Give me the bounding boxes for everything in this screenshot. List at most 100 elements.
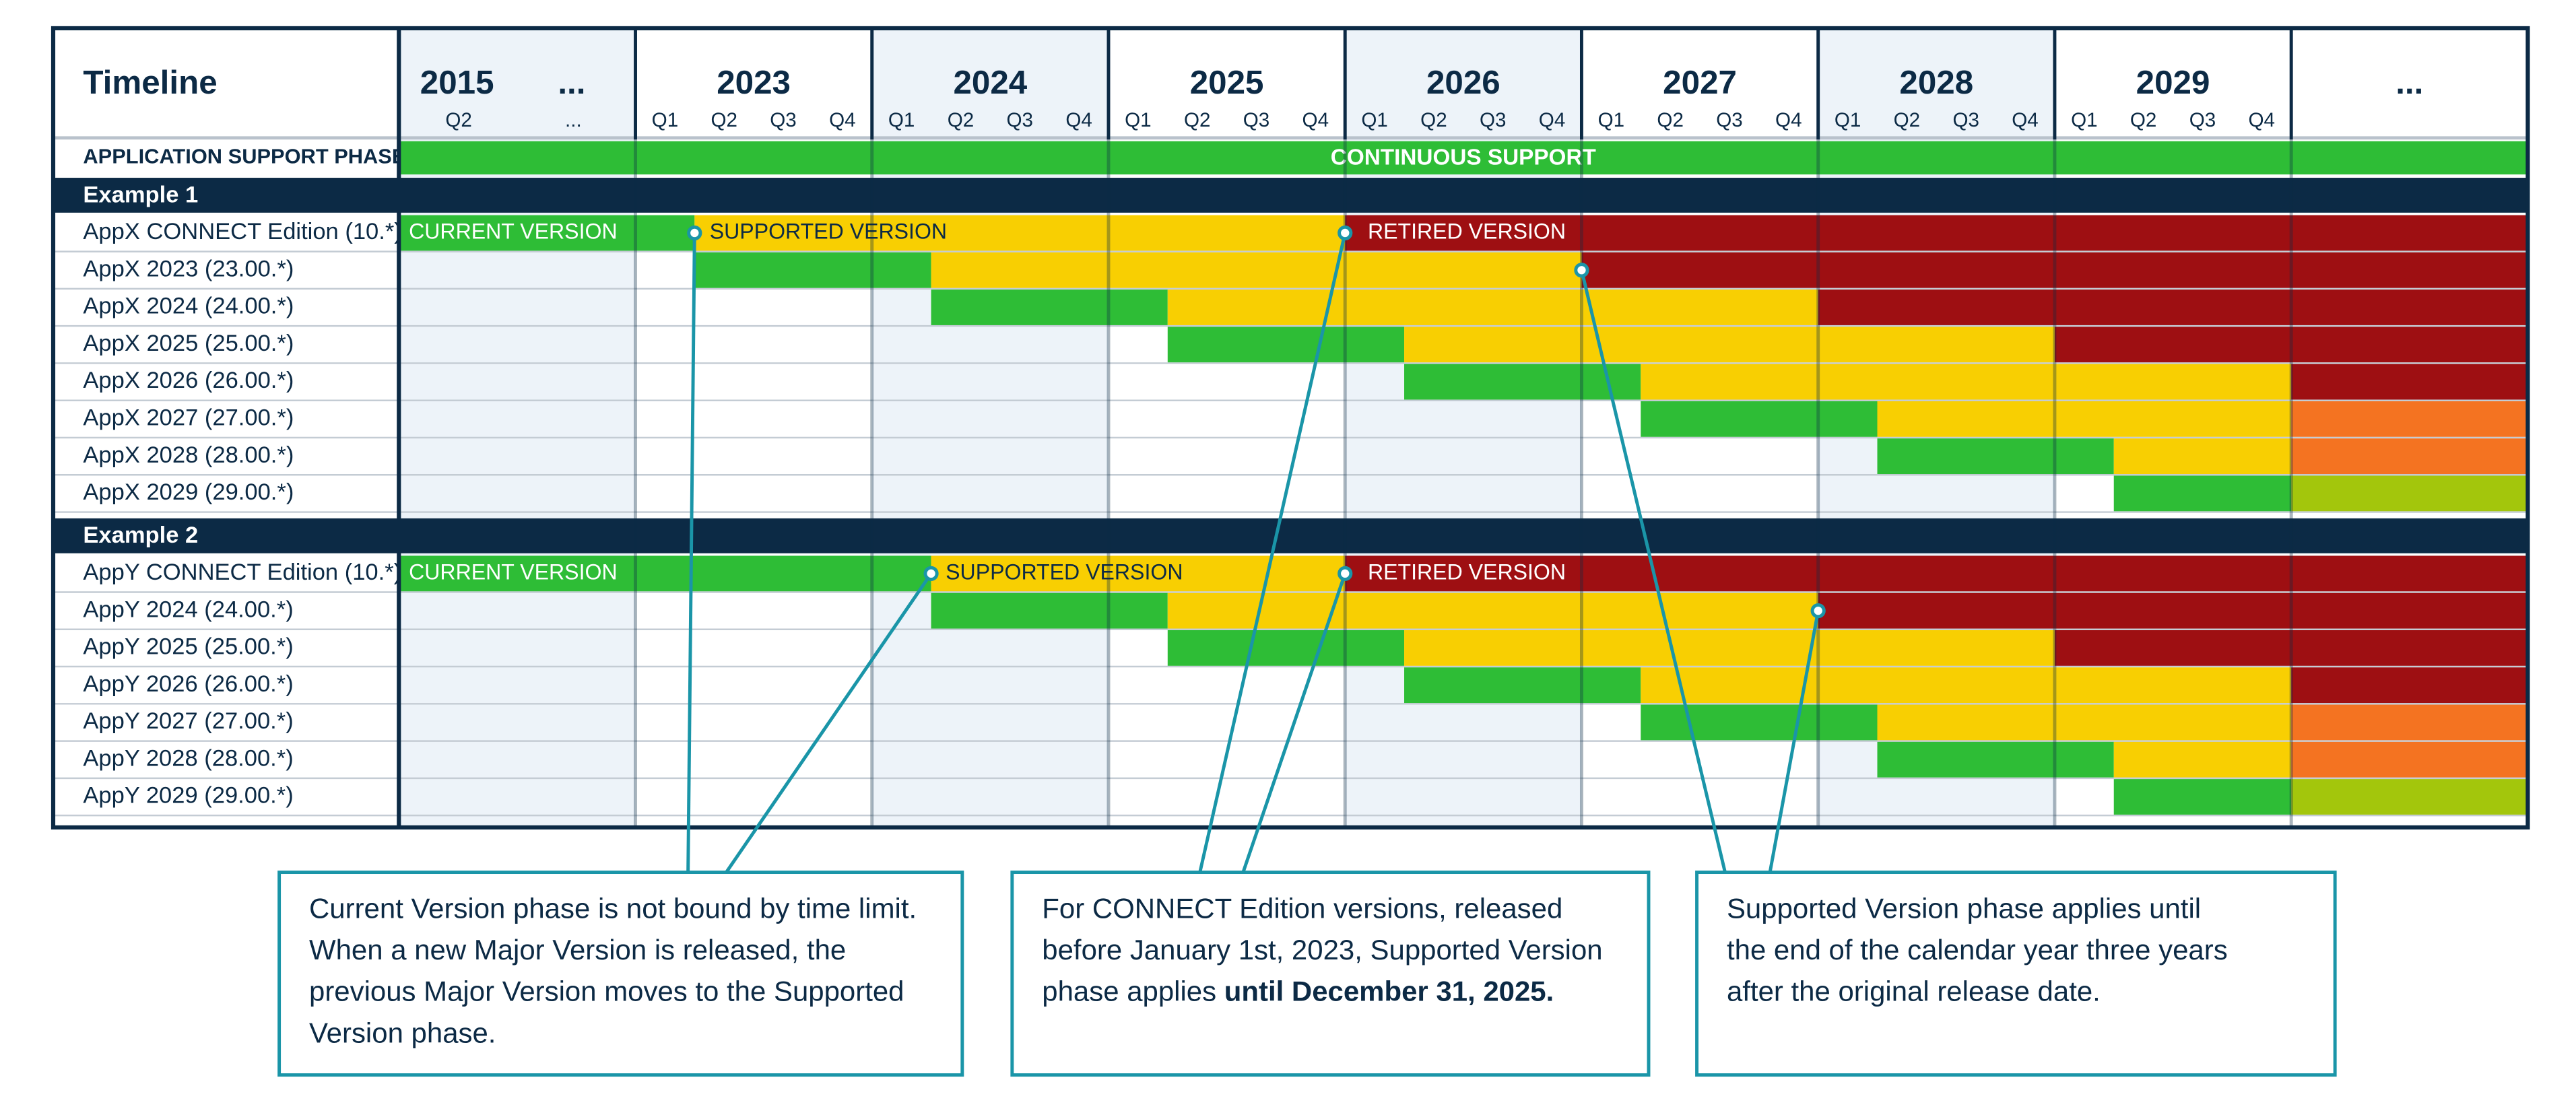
callout-text: Current Version phase is not bound by ti… xyxy=(309,892,917,924)
callout-text: For CONNECT Edition versions, released xyxy=(1042,892,1562,924)
quarter-label: Q4 xyxy=(2249,109,2276,131)
quarter-label: Q1 xyxy=(1125,109,1152,131)
callout-bold: until December 31, 2025. xyxy=(1224,976,1554,1007)
quarter-label: Q2 xyxy=(1894,109,1921,131)
quarter-label: Q1 xyxy=(888,109,915,131)
quarter-label: Q4 xyxy=(2012,109,2038,131)
group-title: Example 1 xyxy=(83,182,198,207)
phase-block xyxy=(2054,630,2528,666)
phase-block xyxy=(1167,327,1405,363)
phase-block xyxy=(1581,252,2528,288)
phase-block xyxy=(694,215,1346,251)
row-label: AppX 2024 (24.00.*) xyxy=(83,294,294,319)
phase-block xyxy=(1641,704,1878,741)
phase-block xyxy=(399,555,931,592)
callout-line: When a new Major Version is released, th… xyxy=(309,934,846,965)
year-label: 2023 xyxy=(717,64,791,101)
phase-block xyxy=(1877,438,2114,475)
phase-block xyxy=(2291,401,2528,437)
row-label: AppY 2028 (28.00.*) xyxy=(83,745,293,771)
support-bar xyxy=(399,141,2528,175)
row-label: AppX 2028 (28.00.*) xyxy=(83,442,294,468)
phase-label: RETIRED VERSION xyxy=(1368,219,1566,243)
phase-label: CURRENT VERSION xyxy=(409,219,618,243)
quarter-label: Q3 xyxy=(770,109,797,131)
year-label: 2029 xyxy=(2136,64,2210,101)
callout-text: Supported Version phase applies until xyxy=(1727,892,2201,924)
callout-text: before January 1st, 2023, Supported Vers… xyxy=(1042,934,1602,965)
quarter-label: Q1 xyxy=(1835,109,1861,131)
phase-label: CURRENT VERSION xyxy=(409,560,618,584)
phase-block xyxy=(2113,438,2292,475)
group-bar xyxy=(53,178,2528,213)
phase-block xyxy=(1641,667,2292,704)
row-label: AppX 2029 (29.00.*) xyxy=(83,479,294,505)
phase-block xyxy=(694,252,931,288)
quarter-label: Q4 xyxy=(829,109,856,131)
group-title: Example 2 xyxy=(83,522,198,548)
callout-text: phase applies until December 31, 2025. xyxy=(1042,976,1554,1007)
leader-line xyxy=(1768,610,1820,873)
phase-block xyxy=(1877,401,2292,437)
phase-block xyxy=(1167,592,1818,629)
phase-block xyxy=(1345,215,2528,251)
header-title: Timeline xyxy=(83,64,217,101)
phase-block xyxy=(931,592,1168,629)
leader-line xyxy=(1198,232,1347,873)
year-label: ... xyxy=(558,64,585,101)
phase-block xyxy=(1345,555,2528,592)
phase-block xyxy=(931,252,1582,288)
quarter-label: Q4 xyxy=(1775,109,1802,131)
callout-line: Supported Version phase applies until xyxy=(1727,892,2201,924)
callout-line: before January 1st, 2023, Supported Vers… xyxy=(1042,934,1602,965)
table-border xyxy=(51,26,2530,830)
quarter-label: Q3 xyxy=(1243,109,1270,131)
group-bar xyxy=(53,518,2528,553)
year-label: 2028 xyxy=(1899,64,1973,101)
row-label: AppY 2029 (29.00.*) xyxy=(83,783,293,809)
year-label: 2025 xyxy=(1190,64,1264,101)
phase-block xyxy=(2291,364,2528,400)
callout-line: Current Version phase is not bound by ti… xyxy=(309,892,917,924)
phase-label: SUPPORTED VERSION xyxy=(710,219,947,243)
callout-text: previous Major Version moves to the Supp… xyxy=(309,976,904,1007)
callout-box xyxy=(277,871,964,1077)
phase-marker xyxy=(923,566,939,581)
row-label: AppX 2025 (25.00.*) xyxy=(83,331,294,356)
phase-block xyxy=(2291,704,2528,741)
support-text: CONTINUOUS SUPPORT xyxy=(1331,145,1596,170)
support-label: APPLICATION SUPPORT PHASE xyxy=(83,145,405,168)
quarter-label: Q1 xyxy=(652,109,679,131)
phase-block xyxy=(2291,741,2528,778)
phase-block xyxy=(1167,290,1818,325)
label-column-background xyxy=(53,28,399,827)
phase-marker xyxy=(1337,225,1353,241)
phase-block xyxy=(1404,327,2055,363)
leader-line xyxy=(725,572,933,873)
quarter-label: Q1 xyxy=(2071,109,2097,131)
phase-block xyxy=(2291,438,2528,475)
quarter-label: Q2 xyxy=(1420,109,1447,131)
phase-marker xyxy=(1810,603,1826,619)
row-label: AppY 2026 (26.00.*) xyxy=(83,671,293,697)
row-label: AppX CONNECT Edition (10.*) xyxy=(83,219,401,244)
quarter-label: Q3 xyxy=(1480,109,1507,131)
row-label: AppX 2027 (27.00.*) xyxy=(83,405,294,430)
row-label: AppX 2023 (23.00.*) xyxy=(83,256,294,281)
callout-line: phase applies xyxy=(1042,976,1216,1007)
callout-line: Version phase. xyxy=(309,1017,496,1048)
callout-text: after the original release date. xyxy=(1727,976,2101,1007)
callout-text: When a new Major Version is released, th… xyxy=(309,934,846,965)
quarter-label: Q4 xyxy=(1302,109,1329,131)
leader-line xyxy=(686,232,696,873)
callout-text: the end of the calendar year three years xyxy=(1727,934,2228,965)
phase-block xyxy=(2113,475,2292,512)
row-label: AppY CONNECT Edition (10.*) xyxy=(83,560,401,585)
phase-block xyxy=(2113,741,2292,778)
quarter-label: Q1 xyxy=(1598,109,1625,131)
callout-line: previous Major Version moves to the Supp… xyxy=(309,976,904,1007)
phase-block xyxy=(2054,327,2528,363)
year-label: ... xyxy=(2396,64,2423,101)
